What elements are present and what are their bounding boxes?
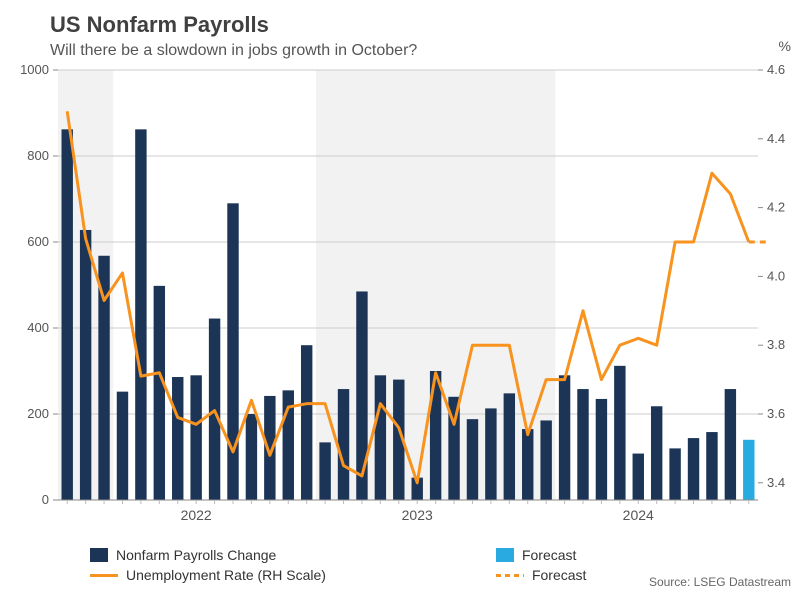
bar-actual xyxy=(62,129,73,500)
bar-actual xyxy=(596,399,607,500)
svg-text:200: 200 xyxy=(27,406,49,421)
bar-actual xyxy=(301,345,312,500)
bar-actual xyxy=(319,442,330,500)
svg-text:3.8: 3.8 xyxy=(767,337,785,352)
bar-actual xyxy=(522,429,533,500)
bar-actual xyxy=(80,230,91,500)
svg-text:2023: 2023 xyxy=(402,507,433,523)
bar-actual xyxy=(577,389,588,500)
bar-forecast xyxy=(743,440,754,500)
legend-line-actual: Unemployment Rate (RH Scale) xyxy=(90,567,326,583)
svg-text:4.6: 4.6 xyxy=(767,62,785,77)
legend-swatch-bar-forecast xyxy=(496,548,514,562)
bar-actual xyxy=(356,291,367,500)
legend-bar-actual: Nonfarm Payrolls Change xyxy=(90,547,326,563)
legend-swatch-bar-actual xyxy=(90,548,108,562)
bar-actual xyxy=(246,414,257,500)
bar-actual xyxy=(651,406,662,500)
legend-bar-forecast: Forecast xyxy=(496,547,586,563)
svg-text:4.0: 4.0 xyxy=(767,268,785,283)
legend-label: Unemployment Rate (RH Scale) xyxy=(126,567,326,583)
bar-actual xyxy=(504,393,515,500)
svg-text:400: 400 xyxy=(27,320,49,335)
svg-text:4.4: 4.4 xyxy=(767,131,785,146)
legend-label: Forecast xyxy=(522,547,576,563)
bar-actual xyxy=(669,448,680,500)
bar-actual xyxy=(540,420,551,500)
bar-actual xyxy=(706,432,717,500)
svg-text:4.2: 4.2 xyxy=(767,200,785,215)
legend-swatch-line-actual xyxy=(90,574,118,577)
bar-actual xyxy=(172,377,183,500)
bar-actual xyxy=(375,375,386,500)
legend-label: Nonfarm Payrolls Change xyxy=(116,547,276,563)
legend: Nonfarm Payrolls Change Forecast Unemplo… xyxy=(90,547,586,583)
svg-text:600: 600 xyxy=(27,234,49,249)
legend-line-forecast: Forecast xyxy=(496,567,586,583)
bar-actual xyxy=(227,203,238,500)
chart-source: Source: LSEG Datastream xyxy=(649,575,791,589)
bar-actual xyxy=(135,129,146,500)
bar-actual xyxy=(725,389,736,500)
bar-actual xyxy=(485,408,496,500)
bar-actual xyxy=(688,438,699,500)
svg-text:0: 0 xyxy=(42,492,49,507)
bar-actual xyxy=(117,392,128,500)
bar-actual xyxy=(190,375,201,500)
svg-text:2024: 2024 xyxy=(623,507,654,523)
svg-text:3.4: 3.4 xyxy=(767,475,785,490)
svg-text:800: 800 xyxy=(27,148,49,163)
chart-container: US Nonfarm Payrolls Will there be a slow… xyxy=(0,0,801,601)
bar-actual xyxy=(338,389,349,500)
bar-actual xyxy=(154,286,165,500)
bar-actual xyxy=(559,375,570,500)
svg-text:2022: 2022 xyxy=(181,507,212,523)
bar-actual xyxy=(467,419,478,500)
legend-swatch-line-forecast xyxy=(496,574,524,577)
bar-actual xyxy=(633,454,644,500)
svg-text:1000: 1000 xyxy=(20,62,49,77)
svg-text:3.6: 3.6 xyxy=(767,406,785,421)
bar-actual xyxy=(614,366,625,500)
legend-label: Forecast xyxy=(532,567,586,583)
chart-svg: 0 200 400 600 800 1000 3.4 3.6 3.8 4.0 4.2 4.4 4.6 20… xyxy=(0,0,801,601)
